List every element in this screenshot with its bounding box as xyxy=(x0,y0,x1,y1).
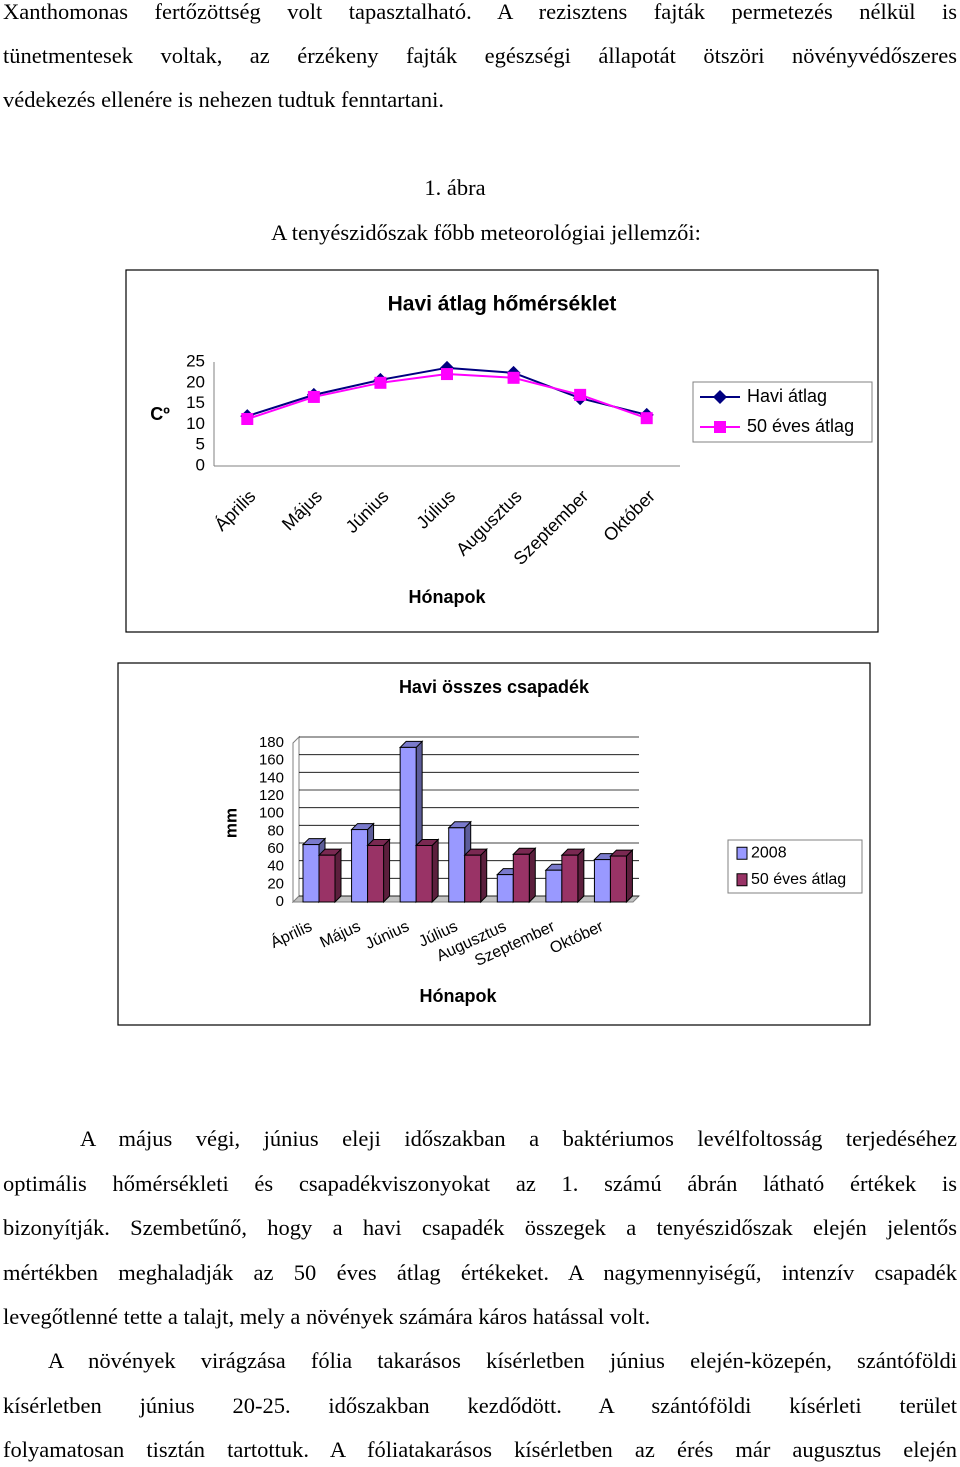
y-tick-label: 20 xyxy=(267,875,284,892)
bar xyxy=(302,844,320,903)
y-tick-label: 120 xyxy=(259,787,284,804)
bar-side xyxy=(577,847,585,904)
y-tick-label: 160 xyxy=(259,752,284,769)
point-marker xyxy=(507,371,520,384)
bar-side xyxy=(528,847,536,904)
text-line: Xanthomonas fertőzöttség volt tapasztalh… xyxy=(3,0,957,24)
plot-wall xyxy=(292,735,300,904)
legend-marker xyxy=(713,390,727,404)
chart-frame xyxy=(125,269,879,633)
text-line: mértékben meghaladják az 50 éves átlag é… xyxy=(3,1260,957,1285)
y-tick-label: 5 xyxy=(196,435,205,454)
bar xyxy=(512,853,530,903)
text-line: levegőtlenné tette a talajt, mely a növé… xyxy=(3,1304,651,1329)
y-tick-label: 140 xyxy=(259,769,284,786)
text-line: folyamatosan tisztán tartottuk. A fóliat… xyxy=(3,1437,957,1462)
text-line: bizonyítják. Szembetűnő, hogy a havi csa… xyxy=(3,1215,957,1240)
y-tick-label: 80 xyxy=(267,822,284,839)
legend-label: Havi átlag xyxy=(747,386,827,406)
y-tick-label: 60 xyxy=(267,840,284,857)
bar-side xyxy=(334,847,342,904)
bar-side xyxy=(431,838,439,904)
y-tick-label: 180 xyxy=(259,734,284,751)
point-marker xyxy=(640,412,653,425)
bar xyxy=(545,869,563,903)
text-line: A növények virágzása fólia takarásos kís… xyxy=(48,1348,957,1373)
bar xyxy=(318,854,336,903)
bar xyxy=(593,859,611,903)
bar xyxy=(464,854,482,903)
point-marker xyxy=(241,412,254,425)
legend-swatch xyxy=(736,873,748,887)
legend-box xyxy=(727,839,863,894)
y-tick-label: 100 xyxy=(259,805,284,822)
bar xyxy=(415,844,433,903)
x-axis-title: Hónapok xyxy=(419,986,497,1006)
bar xyxy=(448,827,466,903)
chart-title: Havi átlag hőmérséklet xyxy=(388,293,617,316)
text-line: A május végi, június eleji időszakban a … xyxy=(80,1126,957,1151)
y-tick-label: 0 xyxy=(276,893,284,910)
bar xyxy=(399,746,417,903)
y-tick-label: 25 xyxy=(186,351,205,370)
y-tick-label: 40 xyxy=(267,858,284,875)
legend-label: 50 éves átlag xyxy=(747,416,854,436)
bar-side xyxy=(383,838,391,904)
point-marker xyxy=(574,388,587,401)
legend-swatch xyxy=(736,846,748,860)
y-axis-title: mm xyxy=(221,808,240,838)
y-tick-label: 0 xyxy=(196,455,205,474)
x-axis-title: Hónapok xyxy=(408,587,486,607)
bar xyxy=(367,844,385,903)
bar xyxy=(609,855,627,903)
legend-marker xyxy=(714,421,726,433)
text-line: tünetmentesek voltak, az érzékeny fajták… xyxy=(3,43,957,68)
text-line: kísérletben június 20-25. időszakban kez… xyxy=(3,1393,957,1418)
point-marker xyxy=(374,376,387,389)
point-marker xyxy=(307,390,320,403)
bar xyxy=(561,854,579,903)
bar xyxy=(496,874,514,903)
point-marker xyxy=(441,368,453,381)
y-tick-label: 10 xyxy=(186,414,205,433)
figure-caption: 1. ábra xyxy=(424,175,486,200)
y-tick-label: 15 xyxy=(186,393,205,412)
chart-title: Havi összes csapadék xyxy=(399,677,590,697)
legend-label: 50 éves átlag xyxy=(751,871,846,888)
bar xyxy=(351,829,369,903)
bar-side xyxy=(480,847,488,904)
text-line: optimális hőmérsékleti és csapadékviszon… xyxy=(3,1171,957,1196)
text-line: védekezés ellenére is nehezen tudtuk fen… xyxy=(3,87,445,112)
legend-label: 2008 xyxy=(751,844,787,861)
y-axis-title: Cº xyxy=(150,404,170,424)
y-tick-label: 20 xyxy=(186,372,205,391)
figure-title: A tenyészidőszak főbb meteorológiai jell… xyxy=(271,220,701,245)
bar-side xyxy=(625,848,633,904)
